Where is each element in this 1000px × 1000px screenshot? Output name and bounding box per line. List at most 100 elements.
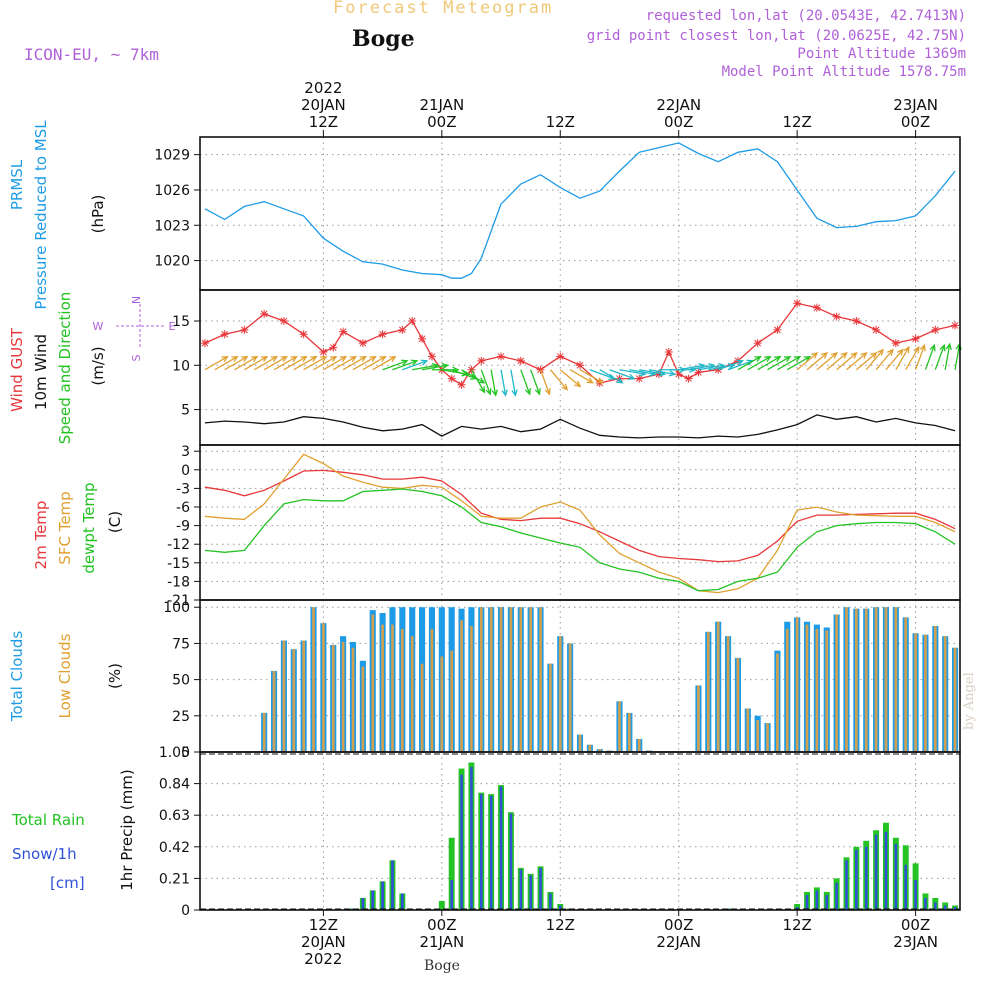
y-tick-label: 0 [181, 745, 190, 761]
wind-arrow [293, 356, 317, 371]
compass-s: S [130, 354, 143, 361]
gust-marker [467, 365, 476, 374]
low-cloud-bar [618, 701, 621, 752]
wind-arrow [905, 346, 920, 371]
low-cloud-bar [776, 653, 779, 752]
y-tick-label: -3 [176, 481, 190, 497]
gust-marker [753, 339, 762, 348]
gust-marker [408, 317, 417, 325]
gust-marker [812, 303, 821, 312]
wind-arrow-head [939, 343, 946, 352]
wind-arrow [204, 356, 228, 371]
wind-arrow-head [929, 343, 936, 352]
low-cloud-bar [578, 734, 582, 752]
model-altitude: Model Point Altitude 1578.75m [721, 64, 966, 80]
y-tick-label: 50 [172, 673, 190, 689]
compass-e: E [169, 320, 176, 333]
low-cloud-bar [322, 623, 325, 752]
low-cloud-bar [924, 634, 927, 752]
low-cloud-bar [795, 617, 799, 752]
y-tick-label: 0.63 [159, 808, 190, 824]
snow-bar [391, 860, 394, 910]
series-line-2m-temp [204, 469, 956, 563]
gust-marker [674, 370, 683, 379]
low-cloud-bar [331, 644, 335, 752]
wind-arrow-head [441, 362, 450, 370]
x-tick-label-bottom: 12Z [309, 916, 338, 934]
wind-arrow [865, 349, 884, 371]
low-cloud-bar [953, 647, 957, 752]
panel-label: 1hr Precip (mm) [118, 769, 136, 890]
snow-bar [529, 875, 532, 910]
wind-arrow-head [919, 343, 926, 352]
wind-arrow [648, 369, 675, 375]
wind-arrow-head [896, 348, 904, 356]
panel-4 [194, 599, 961, 753]
wind-arrow [944, 343, 951, 370]
y-tick-label: -6 [176, 500, 190, 516]
gust-marker [951, 321, 960, 330]
panel-label: 10m Wind [32, 334, 50, 410]
gust-marker [418, 334, 427, 343]
low-cloud-bar [598, 749, 602, 752]
gust-marker [497, 352, 506, 361]
panel-label: Pressure Reduced to MSL [32, 120, 50, 310]
low-cloud-bar [933, 626, 937, 752]
wind-arrow [737, 356, 761, 371]
wind-arrow [875, 349, 894, 371]
wind-arrow [313, 356, 337, 371]
y-tick-label: 0.42 [159, 840, 190, 856]
low-cloud-bar [391, 624, 394, 752]
wind-arrow [490, 369, 497, 396]
snow-bar [815, 890, 819, 910]
wind-arrow-head [479, 386, 486, 394]
wind-arrow-head [561, 383, 569, 391]
y-tick-label: 10 [172, 358, 190, 374]
wind-arrow-head [870, 352, 878, 359]
wind-arrow [402, 360, 427, 371]
model-label: ICON-EU, ~ 7km [24, 45, 159, 64]
x-tick-label-bottom: 00Z [427, 916, 456, 934]
wind-arrow [757, 356, 781, 371]
wind-arrow [224, 356, 248, 371]
low-cloud-bar [914, 633, 917, 752]
low-cloud-bar [726, 636, 730, 752]
y-tick-label: 1023 [154, 218, 190, 234]
y-tick-label: -15 [167, 556, 190, 572]
x-tick-label-top: 12Z [782, 113, 811, 131]
low-cloud-bar [558, 636, 562, 752]
x-tick-label-top: 22JAN [656, 96, 701, 114]
wind-arrow [855, 352, 877, 371]
y-tick-label: 15 [172, 314, 190, 330]
wind-arrow [352, 356, 376, 371]
panel-label: Speed and Direction [56, 292, 74, 445]
wind-arrow-head [359, 355, 367, 363]
low-cloud-bar [568, 643, 572, 752]
low-cloud-bar [381, 624, 384, 752]
wind-arrow [332, 356, 357, 371]
wind-arrow [698, 364, 725, 371]
low-cloud-bar [697, 685, 700, 752]
wind-arrow [885, 349, 904, 371]
low-cloud-bar [430, 628, 434, 752]
panel-2 [194, 289, 962, 446]
low-cloud-bar [746, 708, 750, 752]
y-tick-label: 0.21 [159, 871, 190, 887]
gust-marker [664, 348, 673, 356]
precip-legend-snow: Snow/1h [12, 845, 77, 863]
snow-bar [479, 794, 483, 910]
y-tick-label: 1.05 [159, 745, 190, 761]
snow-bar [470, 767, 473, 910]
wind-arrow-head [329, 355, 338, 363]
gust-marker [398, 325, 407, 334]
snow-bar [795, 906, 799, 910]
y-tick-label: 1029 [154, 148, 190, 164]
gust-marker [378, 330, 387, 339]
wind-arrow-head [877, 348, 884, 356]
wind-arrow [786, 356, 811, 371]
wind-arrow-head [803, 355, 812, 363]
panel-label: dewpt Temp [80, 482, 98, 573]
wind-arrow-head [290, 355, 298, 363]
panel-1 [194, 136, 961, 291]
wind-arrow [214, 356, 238, 371]
